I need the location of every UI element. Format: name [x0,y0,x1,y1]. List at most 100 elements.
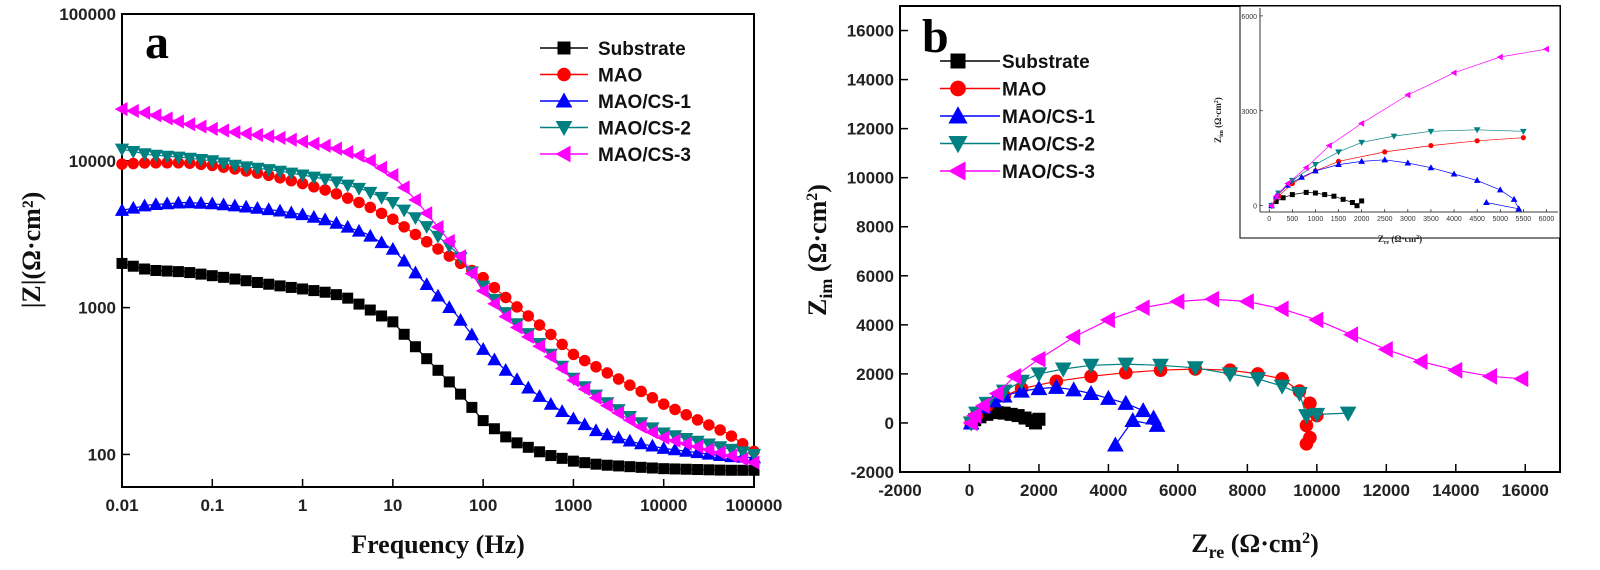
panel-a-point-mao-cs-3 [442,233,455,249]
panel-b-line-mao-cs-3 [970,298,1522,424]
panel-a-point-substrate [534,446,546,458]
panel-a-point-mao-cs-1 [476,342,491,355]
panel-a-point-mao-cs-3 [464,266,478,281]
inset-line-mao-cs-3 [1271,48,1547,206]
panel-b-xtick-label: 10000 [1293,481,1340,500]
panel-a-point-mao-cs-2 [306,171,321,185]
panel-a-point-mao-cs-1 [600,427,615,441]
inset-point-mao-cs-1 [1381,156,1389,163]
panel-a-point-mao-cs-3 [182,117,196,132]
panel-a-point-mao-cs-1 [430,288,446,302]
panel-b-point-mao-cs-2 [1030,367,1048,383]
panel-a-point-mao [341,192,354,204]
panel-a-point-mao [488,281,501,294]
panel-a-point-mao-cs-3 [272,130,286,145]
panel-a-xtick-label: 0.1 [200,496,224,515]
panel-a-point-mao-cs-1 [216,197,231,211]
inset-point-substrate [1312,190,1318,196]
panel-a-point-mao [691,414,704,426]
inset-xtick-label: 1500 [1331,216,1347,223]
panel-a-point-substrate [342,292,354,304]
inset-point-mao-cs-1 [1358,157,1365,164]
panel-a-ytick-label: 1000 [78,299,116,318]
inset-point-mao-cs-2 [1312,162,1319,169]
inset-point-mao-cs-3 [1358,120,1365,127]
inset-xtick-label: 6000 [1539,216,1555,223]
panel-a-legend-label: MAO [598,66,642,87]
panel-a-point-mao [420,236,433,248]
panel-b-point-mao-cs-3 [988,385,1004,402]
inset-point-mao-cs-3 [1272,192,1279,200]
panel-a-point-mao-cs-3 [374,160,388,175]
panel-a-point-mao-cs-3 [126,103,139,119]
panel-b-xtick-label: 16000 [1502,481,1549,500]
panel-b-point-mao-cs-1 [1134,402,1152,418]
panel-a-xtick-label: 0.01 [105,496,138,515]
panel-a-point-substrate [364,304,376,316]
panel-a-xtick-label: 1 [298,496,307,515]
inset-xtick-label: 4500 [1469,216,1485,223]
panel-b-legend: Substrate MAO MAO/CS-1 MAO/CS-2 MAO/CS-3 [940,52,1095,183]
panel-a-point-mao-cs-1 [577,417,592,431]
panel-a-axes: 0.01 0.1 1 10 100 1000 10000 100000 100 1000 10000… [59,5,782,515]
panel-b-xtick-label: 14000 [1432,481,1479,500]
inset-xtick-label: 5500 [1516,216,1532,223]
panel-a-point-mao-cs-3 [261,129,275,144]
inset-point-mao-cs-3 [1284,180,1291,187]
panel-b-legend-label: MAO [1002,80,1046,101]
panel-a-legend-marker-substrate [557,41,571,55]
panel-a-xtick-label: 1000 [555,496,593,515]
inset-point-substrate [1303,189,1309,195]
panel-a-series-mao [116,157,760,458]
panel-a-ytick-label: 10000 [69,152,116,171]
inset-point-substrate [1340,196,1346,202]
panel-a-point-mao-cs-3 [645,425,658,440]
panel-a-point-mao-cs-3 [712,445,726,460]
panel-a-point-mao-cs-1 [521,380,536,394]
inset-point-mao-cs-2 [1358,139,1365,146]
panel-a-point-substrate [251,276,263,288]
panel-a-point-mao-cs-1 [464,327,479,341]
panel-a-point-mao-cs-2 [318,173,333,187]
inset-line-mao-cs-1 [1271,159,1520,210]
panel-a-point-mao-cs-3 [171,114,184,129]
panel-a-point-mao-cs-3 [724,448,737,463]
panel-a-point-mao-cs-1 [498,362,513,376]
panel-b-point-mao-cs-3 [1169,293,1185,310]
panel-a-point-mao-cs-2 [724,443,739,457]
panel-a-point-mao-cs-1 [148,197,163,211]
panel-a-legend-marker-mao-cs-2 [555,121,573,137]
panel-a-point-substrate [613,460,625,472]
panel-a-point-mao-cs-1 [667,442,683,456]
panel-a-point-mao-cs-1 [182,195,197,209]
inset-point-mao-cs-1 [1515,205,1523,212]
panel-a-point-mao-cs-1 [588,423,604,437]
panel-a-point-mao-cs-2 [351,182,367,196]
panel-a-point-mao-cs-3 [205,121,218,136]
panel-b-point-mao-cs-3 [1134,299,1150,317]
panel-b-series [962,290,1529,452]
inset-xlabel: Zre (Ω·cm2) [1378,234,1422,246]
panel-b-ytick-label: 16000 [847,22,894,41]
panel-b-xtick-label: 12000 [1363,481,1410,500]
panel-b-point-mao-cs-3 [1447,361,1463,379]
inset-point-mao [1474,138,1480,144]
panel-a-point-substrate [150,264,162,276]
panel-a-point-substrate [579,457,591,469]
panel-a-point-mao-cs-2 [126,145,141,159]
panel-a-point-substrate [590,458,602,470]
panel-a-point-mao-cs-3 [487,296,500,311]
panel-b-legend-marker-substrate [950,53,966,69]
panel-a-ylabel: |Z|(Ω·cm²) [17,192,46,309]
panel-b-point-mao-cs-3 [1343,326,1359,344]
panel-b-series-mao-cs-3 [962,290,1529,432]
panel-a-point-mao-cs-3 [588,390,602,405]
panel-a-point-mao-cs-1 [645,438,660,452]
inset-series [1268,45,1549,212]
inset-point-mao-cs-2 [1473,127,1481,134]
panel-b-point-substrate [1032,412,1046,426]
panel-b-xlabel: Zre (Ω·cm2) [1191,529,1319,562]
panel-a-label: a [145,16,169,69]
panel-a-point-substrate [330,289,342,301]
